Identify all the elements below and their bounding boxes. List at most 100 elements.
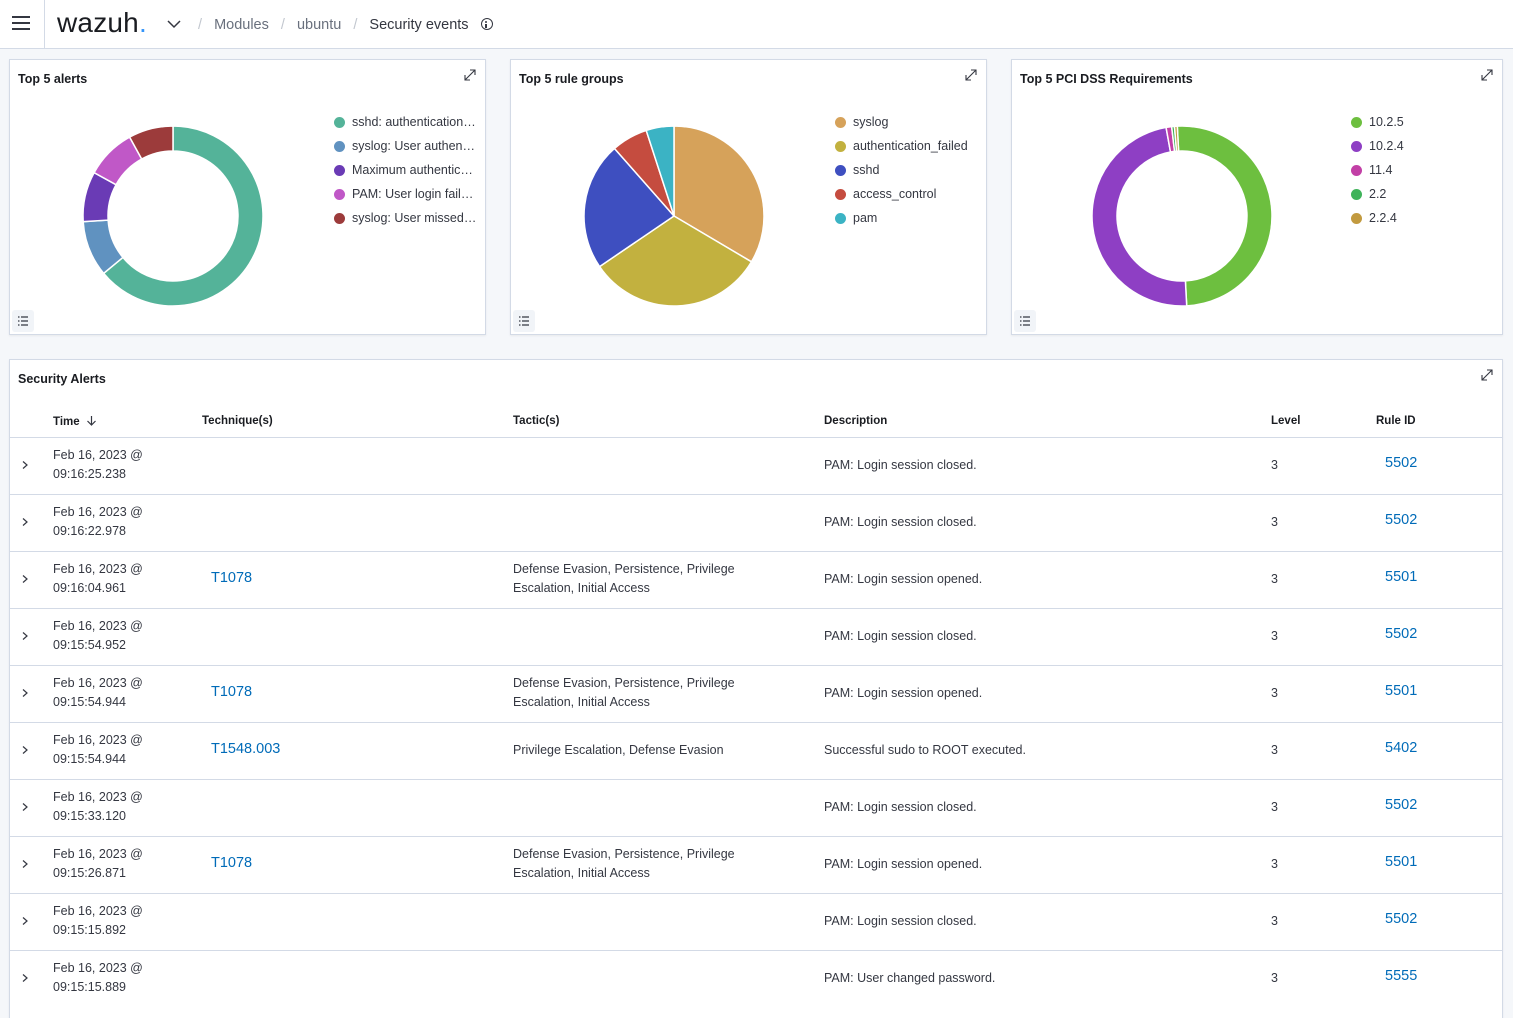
legend-item[interactable]: syslog — [835, 110, 968, 134]
chevron-right-icon[interactable] — [20, 916, 30, 926]
legend-item[interactable]: 2.2.4 — [1351, 206, 1404, 230]
column-header-description[interactable]: Description — [824, 415, 888, 427]
cell-rule-id-link[interactable]: 5501 — [1385, 569, 1418, 585]
chevron-right-icon[interactable] — [20, 859, 30, 869]
cell-level: 3 — [1271, 686, 1278, 700]
table-row[interactable]: Feb 16, 2023 @ 09:16:04.961 T1078 Defense E… — [10, 551, 1502, 608]
info-icon[interactable] — [480, 18, 493, 30]
chevron-down-icon[interactable] — [166, 16, 182, 32]
expand-icon[interactable] — [1480, 68, 1494, 82]
cell-description: PAM: Login session closed. — [824, 458, 977, 472]
pie-slice-0[interactable] — [1176, 125, 1273, 307]
chevron-right-icon[interactable] — [20, 517, 30, 527]
table-row[interactable]: Feb 16, 2023 @ 09:15:33.120 PAM: Login ses… — [10, 779, 1502, 836]
pie-slice-1[interactable] — [598, 215, 753, 307]
legend-item[interactable]: 11.4 — [1351, 158, 1404, 182]
column-header-tactics[interactable]: Tactic(s) — [513, 415, 560, 427]
cell-technique-link[interactable]: T1078 — [211, 855, 253, 871]
legend-dot — [334, 164, 345, 176]
breadcrumb-separator: / — [198, 17, 203, 33]
table-row[interactable]: Feb 16, 2023 @ 09:15:54.952 PAM: Login ses… — [10, 608, 1502, 665]
table-row[interactable]: Feb 16, 2023 @ 09:15:54.944 T1078 Defense E… — [10, 665, 1502, 722]
legend-item[interactable]: access_control — [835, 182, 968, 206]
legend-item[interactable]: syslog: User missed… — [334, 206, 476, 230]
table-row[interactable]: Feb 16, 2023 @ 09:15:15.892 PAM: Login ses… — [10, 893, 1502, 950]
table-row[interactable]: Feb 16, 2023 @ 09:15:26.871 T1078 Defense E… — [10, 836, 1502, 893]
pie-slice-1[interactable] — [1091, 126, 1188, 307]
legend-item[interactable]: syslog: User authen… — [334, 134, 476, 158]
legend-item[interactable]: 2.2 — [1351, 182, 1404, 206]
chevron-right-icon[interactable] — [20, 745, 30, 755]
legend-item[interactable]: 10.2.5 — [1351, 110, 1404, 134]
chevron-right-icon[interactable] — [20, 631, 30, 641]
breadcrumb-agent[interactable]: ubuntu — [296, 17, 342, 33]
pie-slice-4[interactable] — [128, 125, 174, 161]
toggle-legend-button[interactable] — [513, 310, 535, 332]
pie-slice-2[interactable] — [583, 147, 676, 268]
panel-title: Top 5 alerts — [18, 72, 88, 86]
cell-rule-id-link[interactable]: 5502 — [1385, 797, 1418, 813]
legend-dot — [1351, 164, 1362, 176]
chevron-right-icon[interactable] — [20, 973, 30, 983]
cell-rule-id-link[interactable]: 5502 — [1385, 512, 1418, 528]
legend-item[interactable]: authentication_failed — [835, 134, 968, 158]
chevron-right-icon[interactable] — [20, 460, 30, 470]
legend-item[interactable]: Maximum authentic… — [334, 158, 476, 182]
pie-slice-0[interactable] — [673, 125, 765, 263]
tactic-line: Escalation, Initial Access — [513, 581, 650, 595]
column-header-level[interactable]: Level — [1271, 415, 1301, 427]
cell-rule-id-link[interactable]: 5402 — [1385, 740, 1418, 756]
table-row[interactable]: Feb 16, 2023 @ 09:15:54.944 T1548.003 Privi… — [10, 722, 1502, 779]
chevron-right-icon[interactable] — [20, 802, 30, 812]
table-row[interactable]: Feb 16, 2023 @ 09:16:25.238 PAM: Login ses… — [10, 437, 1502, 494]
cell-rule-id-link[interactable]: 5502 — [1385, 911, 1418, 927]
chevron-right-icon[interactable] — [20, 574, 30, 584]
cell-technique-link[interactable]: T1548.003 — [211, 741, 281, 757]
column-header-techniques[interactable]: Technique(s) — [202, 415, 273, 427]
cell-technique-link[interactable]: T1078 — [211, 570, 253, 586]
table-row[interactable]: Feb 16, 2023 @ 09:15:15.889 PAM: User chan… — [10, 950, 1502, 1007]
legend-label: Maximum authentic… — [352, 163, 473, 177]
cell-rule-id-link[interactable]: 5501 — [1385, 854, 1418, 870]
hamburger-menu-icon[interactable] — [12, 16, 30, 30]
pie-slice-4[interactable] — [645, 125, 675, 217]
cell-level: 3 — [1271, 857, 1278, 871]
cell-technique-link[interactable]: T1078 — [211, 684, 253, 700]
breadcrumb: / Modules / ubuntu / Security events — [190, 17, 493, 33]
pie-slice-0[interactable] — [102, 125, 264, 307]
toggle-legend-button[interactable] — [1014, 310, 1036, 332]
breadcrumb-modules[interactable]: Modules — [214, 17, 269, 33]
legend-item[interactable]: sshd: authentication… — [334, 110, 476, 134]
legend-item[interactable]: sshd — [835, 158, 968, 182]
cell-level: 3 — [1271, 971, 1278, 985]
legend-label: sshd — [853, 163, 880, 177]
cell-description: PAM: Login session closed. — [824, 629, 977, 643]
cell-rule-id-link[interactable]: 5502 — [1385, 626, 1418, 642]
cell-time: Feb 16, 2023 @ 09:15:15.889 — [53, 959, 163, 997]
pie-slice-4[interactable] — [1173, 125, 1180, 153]
cell-rule-id-link[interactable]: 5502 — [1385, 455, 1418, 471]
wazuh-logo[interactable]: wazuh. — [57, 7, 147, 39]
expand-icon[interactable] — [964, 68, 978, 82]
legend-dot — [1351, 212, 1362, 224]
tactic-line: Escalation, Initial Access — [513, 866, 650, 880]
chevron-right-icon[interactable] — [20, 688, 30, 698]
legend-item[interactable]: 10.2.4 — [1351, 134, 1404, 158]
expand-icon[interactable] — [463, 68, 477, 82]
column-header-time[interactable]: Time — [53, 415, 97, 428]
time-date: Feb 16, 2023 @ — [53, 562, 143, 576]
cell-level: 3 — [1271, 458, 1278, 472]
legend-dot — [334, 212, 345, 224]
expand-icon[interactable] — [1480, 368, 1494, 382]
panel-title: Top 5 rule groups — [519, 72, 624, 86]
table-row[interactable]: Feb 16, 2023 @ 09:16:22.978 PAM: Login ses… — [10, 494, 1502, 551]
legend-item[interactable]: PAM: User login fail… — [334, 182, 476, 206]
time-date: Feb 16, 2023 @ — [53, 961, 143, 975]
legend-dot — [835, 188, 846, 200]
column-header-rule-id[interactable]: Rule ID — [1376, 415, 1416, 427]
cell-rule-id-link[interactable]: 5501 — [1385, 683, 1418, 699]
toggle-legend-button[interactable] — [12, 310, 34, 332]
time-date: Feb 16, 2023 @ — [53, 733, 143, 747]
cell-rule-id-link[interactable]: 5555 — [1385, 968, 1418, 984]
legend-item[interactable]: pam — [835, 206, 968, 230]
